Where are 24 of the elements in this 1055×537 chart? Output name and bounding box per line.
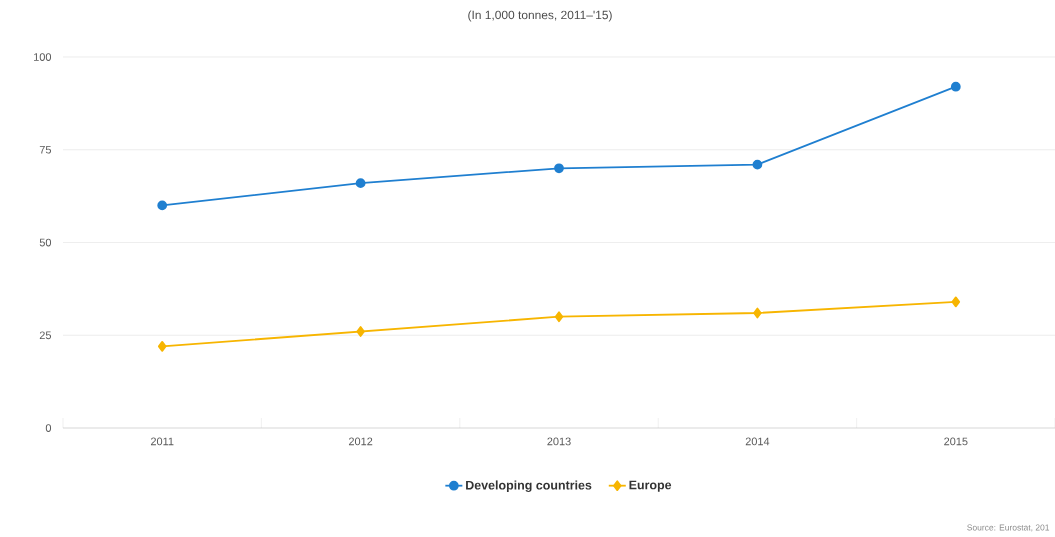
- point: [752, 159, 763, 170]
- point: [157, 340, 167, 352]
- point: [950, 81, 961, 92]
- point: [355, 178, 366, 189]
- point: [554, 311, 564, 323]
- point: [356, 326, 365, 337]
- point: [157, 200, 168, 211]
- x-tick-label: 2011: [150, 437, 174, 446]
- chart-title: (In 1,000 tonnes, 2011–'15): [468, 10, 612, 22]
- x-tick-label: 2013: [547, 437, 571, 446]
- x-tick-label: 2015: [944, 437, 968, 446]
- x-tick-label: 2012: [348, 437, 373, 446]
- y-tick-label: 75: [39, 145, 52, 154]
- point: [951, 296, 961, 308]
- y-tick-label: 100: [34, 53, 52, 61]
- legend-label: Developing countries: [466, 480, 592, 493]
- legend-label: Europe: [629, 480, 672, 492]
- point: [753, 307, 762, 319]
- source-note: Source: Eurostat, 201: [967, 524, 1050, 532]
- x-tick-label: 2014: [745, 437, 770, 446]
- y-tick-label: 50: [39, 238, 52, 247]
- y-tick-label: 25: [39, 331, 52, 340]
- point: [554, 163, 564, 174]
- y-tick-label: 0: [45, 424, 52, 432]
